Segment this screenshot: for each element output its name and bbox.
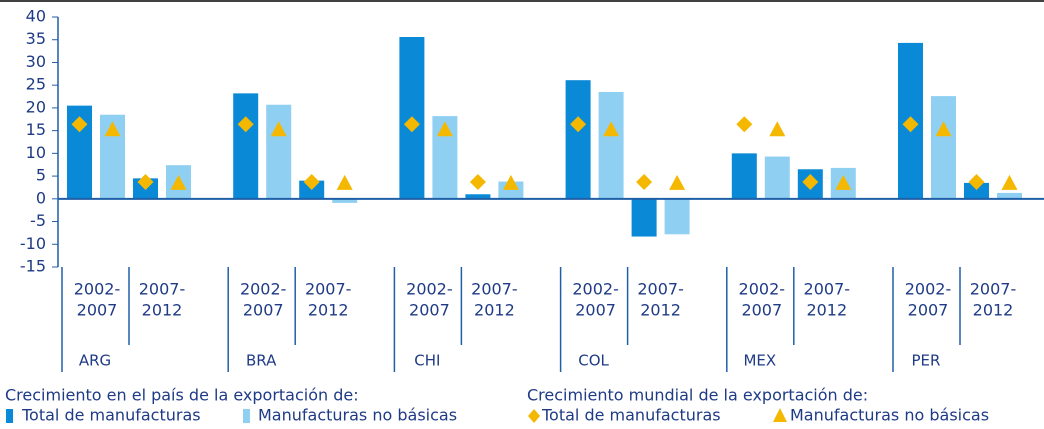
diamond-marker [636,174,653,190]
legend-swatch [528,409,540,423]
period-label: 2012 [142,301,183,320]
period-label: 2012 [308,301,349,320]
diamond-marker [736,116,753,133]
legend-title: Crecimiento mundial de la exportación de… [527,386,868,405]
y-tick-label: -5 [30,211,46,230]
bar [332,198,358,203]
diamond-marker [902,116,919,133]
period-label: 2002- [240,280,287,299]
legend-label: Total de manufacturas [21,406,201,425]
y-tick-label: 40 [26,7,46,26]
triangle-marker [935,121,952,137]
period-label: 2012 [474,301,515,320]
group-label: PER [912,352,941,370]
y-tick-label: 25 [26,75,46,94]
bar [233,93,259,199]
diamond-marker [403,116,420,133]
group-label: COL [578,352,609,370]
y-tick-label: 10 [26,143,46,162]
period-label: 2007 [409,301,450,320]
y-tick-label: -15 [20,257,46,276]
y-tick-label: 30 [26,52,46,71]
y-tick-label: 0 [36,188,46,207]
group-label: MEX [743,352,776,370]
period-label: 2007- [637,280,684,299]
triangle-marker [104,121,121,137]
triangle-marker [835,174,852,190]
diamond-marker [237,116,254,133]
period-label: 2002- [905,280,952,299]
legend-swatch [243,409,250,423]
bar [498,181,524,199]
bar [964,182,989,199]
legend-title: Crecimiento en el país de la exportación… [5,386,359,405]
group-label: BRA [246,352,277,370]
triangle-marker [669,174,686,190]
period-label: 2007- [970,280,1017,299]
bar [565,80,591,199]
period-label: 2002- [74,280,121,299]
triangle-marker [1001,174,1018,190]
y-tick-label: 35 [26,29,46,48]
period-label: 2012 [973,301,1014,320]
period-label: 2007- [471,280,518,299]
diamond-marker [968,174,985,190]
group-label: CHI [414,352,440,370]
bar [266,104,292,199]
period-label: 2007 [908,301,949,320]
period-label: 2012 [640,301,681,320]
y-tick-label: -10 [20,234,46,253]
diamond-marker [469,174,486,190]
y-tick-label: 5 [36,166,46,185]
bar [931,96,956,199]
triangle-marker [502,174,519,190]
bar [598,92,624,199]
bar [465,194,491,199]
triangle-marker [436,121,453,137]
y-tick-label: 15 [26,120,46,139]
group-label: ARG [79,352,111,370]
bar [631,198,657,237]
y-tick-label: 20 [26,97,46,116]
legend-swatch [773,408,787,422]
period-label: 2002- [406,280,453,299]
period-label: 2007- [305,280,352,299]
legend-label: Manufacturas no básicas [258,406,457,425]
triangle-marker [603,121,620,137]
diamond-marker [71,116,88,133]
period-label: 2007- [139,280,186,299]
period-label: 2002- [739,280,786,299]
period-label: 2002- [572,280,619,299]
period-label: 2007 [575,301,616,320]
period-label: 2007 [243,301,284,320]
bar [731,153,757,199]
period-label: 2007 [741,301,782,320]
diamond-marker [802,174,819,190]
bar [997,192,1022,199]
legend-label: Manufacturas no básicas [790,406,989,425]
legend-swatch [6,409,13,423]
diamond-marker [137,174,154,190]
diamond-marker [303,174,320,190]
period-label: 2012 [806,301,847,320]
period-label: 2007 [77,301,118,320]
bar [664,198,690,235]
period-label: 2007- [804,280,851,299]
triangle-marker [336,174,353,190]
bar [764,156,790,199]
triangle-marker [170,174,187,190]
legend-label: Total de manufacturas [541,406,721,425]
diamond-marker [570,116,587,133]
triangle-marker [769,121,786,137]
triangle-marker [270,121,287,137]
